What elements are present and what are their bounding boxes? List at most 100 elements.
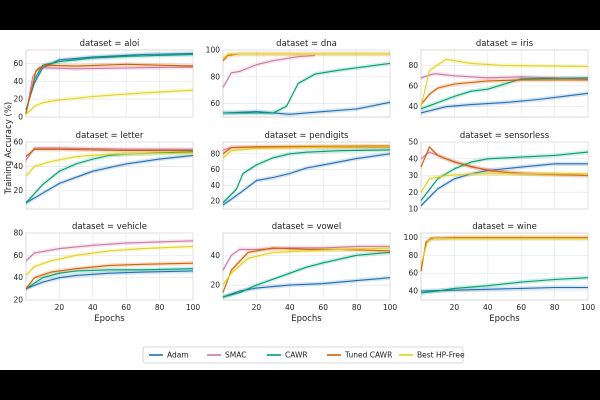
legend-entry-best-hp-free: Best HP-Free xyxy=(399,351,465,360)
y-tick-label: 20 xyxy=(408,188,418,197)
series-line-adam xyxy=(420,163,588,207)
y-tick-label: 20 xyxy=(13,296,23,305)
x-axis-label: Epochs xyxy=(94,314,125,324)
panel-vehicle: 20 40 60 80 20 40 60 80 100 Epochs dataset = vehic… xyxy=(13,222,200,324)
series-line-best-hp-free xyxy=(25,245,194,276)
x-tick-label: 100 xyxy=(581,303,596,312)
series-band-cawr xyxy=(421,75,588,111)
series-line-adam xyxy=(420,286,588,292)
panel-pendigits: 20 40 60 80 dataset = pendigits xyxy=(210,131,391,210)
x-tick-label: 20 xyxy=(450,303,460,312)
series-line-adam xyxy=(222,153,391,206)
legend-entry-smac: SMAC xyxy=(207,351,246,360)
y-tick-label: 80 xyxy=(210,149,220,158)
legend-entry-adam: Adam xyxy=(149,351,189,360)
series-line-cawr xyxy=(25,53,194,113)
series-line-best-hp-free xyxy=(420,58,589,107)
y-tick-label: 80 xyxy=(408,251,418,260)
figure: Training Accuracy (%) 0 20 40 60 dataset = a… xyxy=(0,30,600,370)
y-tick-label: 60 xyxy=(210,165,220,174)
panel-title: dataset = pendigits xyxy=(265,131,350,141)
series-line-smac xyxy=(420,73,589,80)
panel-iris: 40 60 80 dataset = iris xyxy=(408,39,589,118)
x-tick-label: 100 xyxy=(383,303,398,312)
y-tick-label: 20 xyxy=(210,197,220,206)
legend: Adam SMAC CAWR Tuned CAWR Best HP-Free xyxy=(142,346,465,364)
series-line-tuned-cawr xyxy=(222,145,391,155)
series-line-cawr xyxy=(222,251,391,298)
x-tick-label: 20 xyxy=(55,303,65,312)
series-line-best-hp-free xyxy=(222,146,391,159)
series-line-tuned-cawr xyxy=(25,262,194,290)
y-axis-label: Training Accuracy (%) xyxy=(4,102,14,195)
y-tick-label: 80 xyxy=(210,72,220,81)
panel-frame xyxy=(25,49,194,118)
panel-title: dataset = sensorless xyxy=(460,131,550,141)
legend-box xyxy=(142,346,464,364)
x-axis-label: Epochs xyxy=(489,314,520,324)
panel-title: dataset = aloi xyxy=(80,39,140,49)
series-line-smac xyxy=(222,245,390,271)
panel-title: dataset = dna xyxy=(276,39,337,49)
legend-label: SMAC xyxy=(225,351,246,360)
series-line-cawr xyxy=(223,62,391,114)
y-tick-label: 30 xyxy=(408,171,418,180)
series-line-adam xyxy=(25,53,194,111)
series-line-best-hp-free xyxy=(420,237,588,265)
series-line-cawr xyxy=(222,149,391,204)
series-band-tuned-cawr xyxy=(421,144,588,178)
x-tick-label: 40 xyxy=(88,303,98,312)
series-line-tuned-cawr xyxy=(25,63,194,114)
x-tick-label: 60 xyxy=(516,303,526,312)
y-tick-label: 0 xyxy=(18,113,23,122)
series-band-best-hp-free xyxy=(223,245,390,288)
series-line-adam xyxy=(420,92,589,114)
series-line-smac xyxy=(25,66,194,115)
x-tick-label: 20 xyxy=(252,303,262,312)
panel-vowel: 20 40 20 40 60 80 100 Epochs dataset = vowel xyxy=(210,222,397,324)
y-tick-label: 100 xyxy=(206,46,221,55)
y-tick-label: 40 xyxy=(210,251,220,260)
panel-title: dataset = wine xyxy=(472,222,537,232)
series-band-best-hp-free xyxy=(421,236,588,267)
series-band-tuned-cawr xyxy=(421,77,588,107)
y-tick-label: 60 xyxy=(408,269,418,278)
y-tick-label: 60 xyxy=(408,82,418,91)
panel-aloi: 0 20 40 60 dataset = aloi xyxy=(13,39,194,122)
y-tick-label: 20 xyxy=(13,186,23,195)
series-line-cawr xyxy=(25,268,194,290)
legend-entry-cawr: CAWR xyxy=(267,351,308,360)
panel-sensorless: 10 20 30 40 50 dataset = sensorless xyxy=(408,131,589,214)
legend-label: CAWR xyxy=(285,351,308,360)
panel-title: dataset = vehicle xyxy=(72,222,147,232)
y-tick-label: 40 xyxy=(13,162,23,171)
y-tick-label: 40 xyxy=(210,181,220,190)
series-band-cawr xyxy=(223,250,390,300)
series-line-best-hp-free xyxy=(222,247,391,286)
x-tick-label: 60 xyxy=(121,303,131,312)
y-tick-label: 60 xyxy=(13,138,23,147)
y-tick-label: 80 xyxy=(13,229,23,238)
series-band-tuned-cawr xyxy=(26,261,193,291)
series-band-cawr xyxy=(223,147,390,205)
panel-title: dataset = iris xyxy=(476,39,534,49)
y-tick-label: 60 xyxy=(210,99,220,108)
series-line-best-hp-free xyxy=(420,173,588,193)
x-tick-label: 60 xyxy=(318,303,328,312)
legend-label: Tuned CAWR xyxy=(344,351,392,360)
series-band-tuned-cawr xyxy=(223,51,390,63)
series-line-best-hp-free xyxy=(25,152,194,177)
series-line-adam xyxy=(25,154,194,204)
series-band-tuned-cawr xyxy=(421,235,588,274)
y-tick-label: 80 xyxy=(408,61,418,70)
y-tick-label: 40 xyxy=(408,154,418,163)
panel-title: dataset = letter xyxy=(76,131,144,141)
panel-letter: 20 40 60 dataset = letter xyxy=(13,131,194,210)
panel-frame xyxy=(222,141,391,210)
series-band-cawr xyxy=(223,61,390,116)
series-line-tuned-cawr xyxy=(420,79,588,105)
panel-title: dataset = vowel xyxy=(272,222,341,232)
panel-frame xyxy=(222,49,391,118)
x-tick-label: 40 xyxy=(483,303,493,312)
x-tick-label: 80 xyxy=(352,303,362,312)
